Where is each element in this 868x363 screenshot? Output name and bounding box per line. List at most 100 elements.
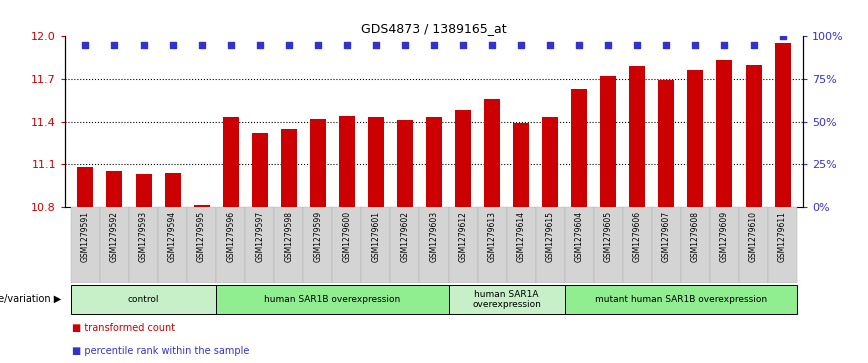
Bar bbox=[513, 123, 529, 207]
Bar bbox=[216, 207, 245, 283]
Bar bbox=[194, 205, 209, 207]
Bar bbox=[252, 133, 267, 207]
Bar bbox=[536, 207, 565, 283]
Text: control: control bbox=[128, 295, 159, 304]
Bar bbox=[310, 119, 326, 207]
Point bbox=[311, 42, 325, 48]
Bar bbox=[71, 285, 216, 314]
Bar bbox=[542, 117, 558, 207]
Text: GSM1279599: GSM1279599 bbox=[313, 211, 322, 262]
Bar bbox=[594, 207, 623, 283]
Bar bbox=[426, 117, 442, 207]
Point bbox=[456, 42, 470, 48]
Text: genotype/variation ▶: genotype/variation ▶ bbox=[0, 294, 61, 305]
Bar bbox=[659, 80, 674, 207]
Bar bbox=[739, 207, 768, 283]
Text: ■ percentile rank within the sample: ■ percentile rank within the sample bbox=[72, 346, 250, 356]
Bar bbox=[397, 120, 413, 207]
Bar bbox=[652, 207, 681, 283]
Point bbox=[718, 42, 732, 48]
Bar bbox=[165, 173, 181, 207]
Bar bbox=[361, 207, 391, 283]
Text: GSM1279610: GSM1279610 bbox=[749, 211, 758, 262]
Bar bbox=[187, 207, 216, 283]
Text: GSM1279603: GSM1279603 bbox=[430, 211, 438, 262]
Bar bbox=[623, 207, 652, 283]
Bar bbox=[601, 76, 616, 207]
Text: GSM1279606: GSM1279606 bbox=[633, 211, 641, 262]
Bar bbox=[158, 207, 187, 283]
Bar bbox=[280, 129, 297, 207]
Text: GSM1279609: GSM1279609 bbox=[720, 211, 729, 262]
Point bbox=[427, 42, 441, 48]
Point bbox=[78, 42, 92, 48]
Bar bbox=[687, 70, 703, 207]
Point bbox=[485, 42, 499, 48]
Text: GSM1279597: GSM1279597 bbox=[255, 211, 264, 262]
Text: GSM1279613: GSM1279613 bbox=[488, 211, 496, 262]
Text: GSM1279600: GSM1279600 bbox=[342, 211, 352, 262]
Text: GSM1279611: GSM1279611 bbox=[778, 211, 787, 262]
Text: GSM1279612: GSM1279612 bbox=[458, 211, 468, 262]
Text: GSM1279607: GSM1279607 bbox=[662, 211, 671, 262]
Bar bbox=[571, 89, 588, 207]
Point bbox=[572, 42, 586, 48]
Bar bbox=[716, 61, 733, 207]
Point bbox=[746, 42, 760, 48]
Point bbox=[543, 42, 557, 48]
Point bbox=[108, 42, 122, 48]
Point bbox=[166, 42, 180, 48]
Bar bbox=[449, 285, 565, 314]
Bar bbox=[332, 207, 361, 283]
Text: ■ transformed count: ■ transformed count bbox=[72, 323, 175, 333]
Text: mutant human SAR1B overexpression: mutant human SAR1B overexpression bbox=[595, 295, 767, 304]
Bar bbox=[768, 207, 797, 283]
Point bbox=[776, 33, 790, 39]
Bar bbox=[455, 110, 471, 207]
Bar bbox=[135, 174, 152, 207]
Title: GDS4873 / 1389165_at: GDS4873 / 1389165_at bbox=[361, 22, 507, 35]
Point bbox=[514, 42, 528, 48]
Text: GSM1279598: GSM1279598 bbox=[284, 211, 293, 262]
Point bbox=[340, 42, 354, 48]
Bar bbox=[710, 207, 739, 283]
Bar bbox=[484, 99, 500, 207]
Text: GSM1279591: GSM1279591 bbox=[81, 211, 90, 262]
Point bbox=[602, 42, 615, 48]
Point bbox=[253, 42, 266, 48]
Point bbox=[136, 42, 150, 48]
Point bbox=[398, 42, 412, 48]
Text: GSM1279614: GSM1279614 bbox=[516, 211, 526, 262]
Text: GSM1279605: GSM1279605 bbox=[604, 211, 613, 262]
Bar bbox=[774, 44, 791, 207]
Bar bbox=[77, 167, 94, 207]
Point bbox=[630, 42, 644, 48]
Bar bbox=[303, 207, 332, 283]
Text: GSM1279595: GSM1279595 bbox=[197, 211, 206, 262]
Text: human SAR1B overexpression: human SAR1B overexpression bbox=[264, 295, 400, 304]
Text: GSM1279593: GSM1279593 bbox=[139, 211, 148, 262]
Text: human SAR1A
overexpression: human SAR1A overexpression bbox=[472, 290, 541, 309]
Point bbox=[194, 42, 208, 48]
Bar bbox=[223, 117, 239, 207]
Point bbox=[369, 42, 383, 48]
Point bbox=[660, 42, 674, 48]
Bar bbox=[565, 207, 594, 283]
Text: GSM1279604: GSM1279604 bbox=[575, 211, 584, 262]
Text: GSM1279594: GSM1279594 bbox=[168, 211, 177, 262]
Bar bbox=[339, 116, 355, 207]
Bar bbox=[507, 207, 536, 283]
Bar bbox=[419, 207, 449, 283]
Bar bbox=[449, 207, 477, 283]
Bar bbox=[391, 207, 419, 283]
Bar bbox=[368, 117, 384, 207]
Bar bbox=[129, 207, 158, 283]
Point bbox=[224, 42, 238, 48]
Bar bbox=[477, 207, 507, 283]
Text: GSM1279602: GSM1279602 bbox=[400, 211, 410, 262]
Bar bbox=[245, 207, 274, 283]
Bar bbox=[565, 285, 797, 314]
Bar bbox=[216, 285, 449, 314]
Bar bbox=[629, 66, 645, 207]
Text: GSM1279601: GSM1279601 bbox=[372, 211, 380, 262]
